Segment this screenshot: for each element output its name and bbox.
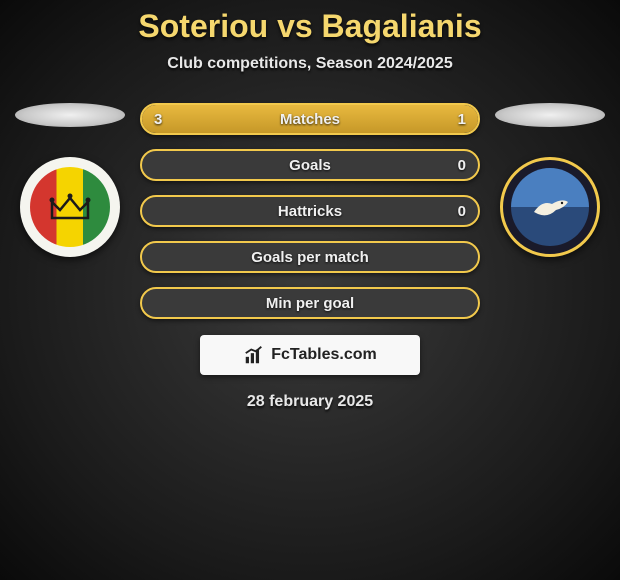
- stat-bar-goals: Goals 0: [140, 149, 480, 181]
- stat-bar-matches: 3 Matches 1: [140, 103, 480, 135]
- club-badge-left-inner: [30, 167, 110, 247]
- watermark-box: FcTables.com: [200, 335, 420, 375]
- stat-bar-min-per-goal: Min per goal: [140, 287, 480, 319]
- watermark-text: FcTables.com: [271, 346, 377, 364]
- bar-label: Goals: [142, 151, 478, 179]
- club-badge-left: [20, 157, 120, 257]
- bar-value-right: 0: [458, 197, 466, 225]
- bar-value-right: 0: [458, 151, 466, 179]
- player-left-col: [10, 103, 130, 257]
- main-row: 3 Matches 1 Goals 0 Hattricks 0 Goals pe…: [0, 103, 620, 319]
- player-right-col: [490, 103, 610, 257]
- bar-value-right: 1: [458, 105, 466, 133]
- infographic-container: Soteriou vs Bagalianis Club competitions…: [0, 0, 620, 411]
- player-right-placeholder: [495, 103, 605, 127]
- stat-bar-goals-per-match: Goals per match: [140, 241, 480, 273]
- bar-label: Goals per match: [142, 243, 478, 271]
- subtitle: Club competitions, Season 2024/2025: [167, 55, 452, 73]
- club-badge-right: [500, 157, 600, 257]
- stats-bars: 3 Matches 1 Goals 0 Hattricks 0 Goals pe…: [140, 103, 480, 319]
- date-text: 28 february 2025: [247, 393, 373, 411]
- stat-bar-hattricks: Hattricks 0: [140, 195, 480, 227]
- bird-icon: [528, 192, 572, 222]
- bar-label: Min per goal: [142, 289, 478, 317]
- page-title: Soteriou vs Bagalianis: [138, 8, 481, 45]
- player-left-placeholder: [15, 103, 125, 127]
- bar-label: Hattricks: [142, 197, 478, 225]
- chart-icon: [243, 344, 265, 366]
- crown-icon: [48, 192, 92, 222]
- bar-label: Matches: [142, 105, 478, 133]
- club-badge-right-inner: [511, 168, 589, 246]
